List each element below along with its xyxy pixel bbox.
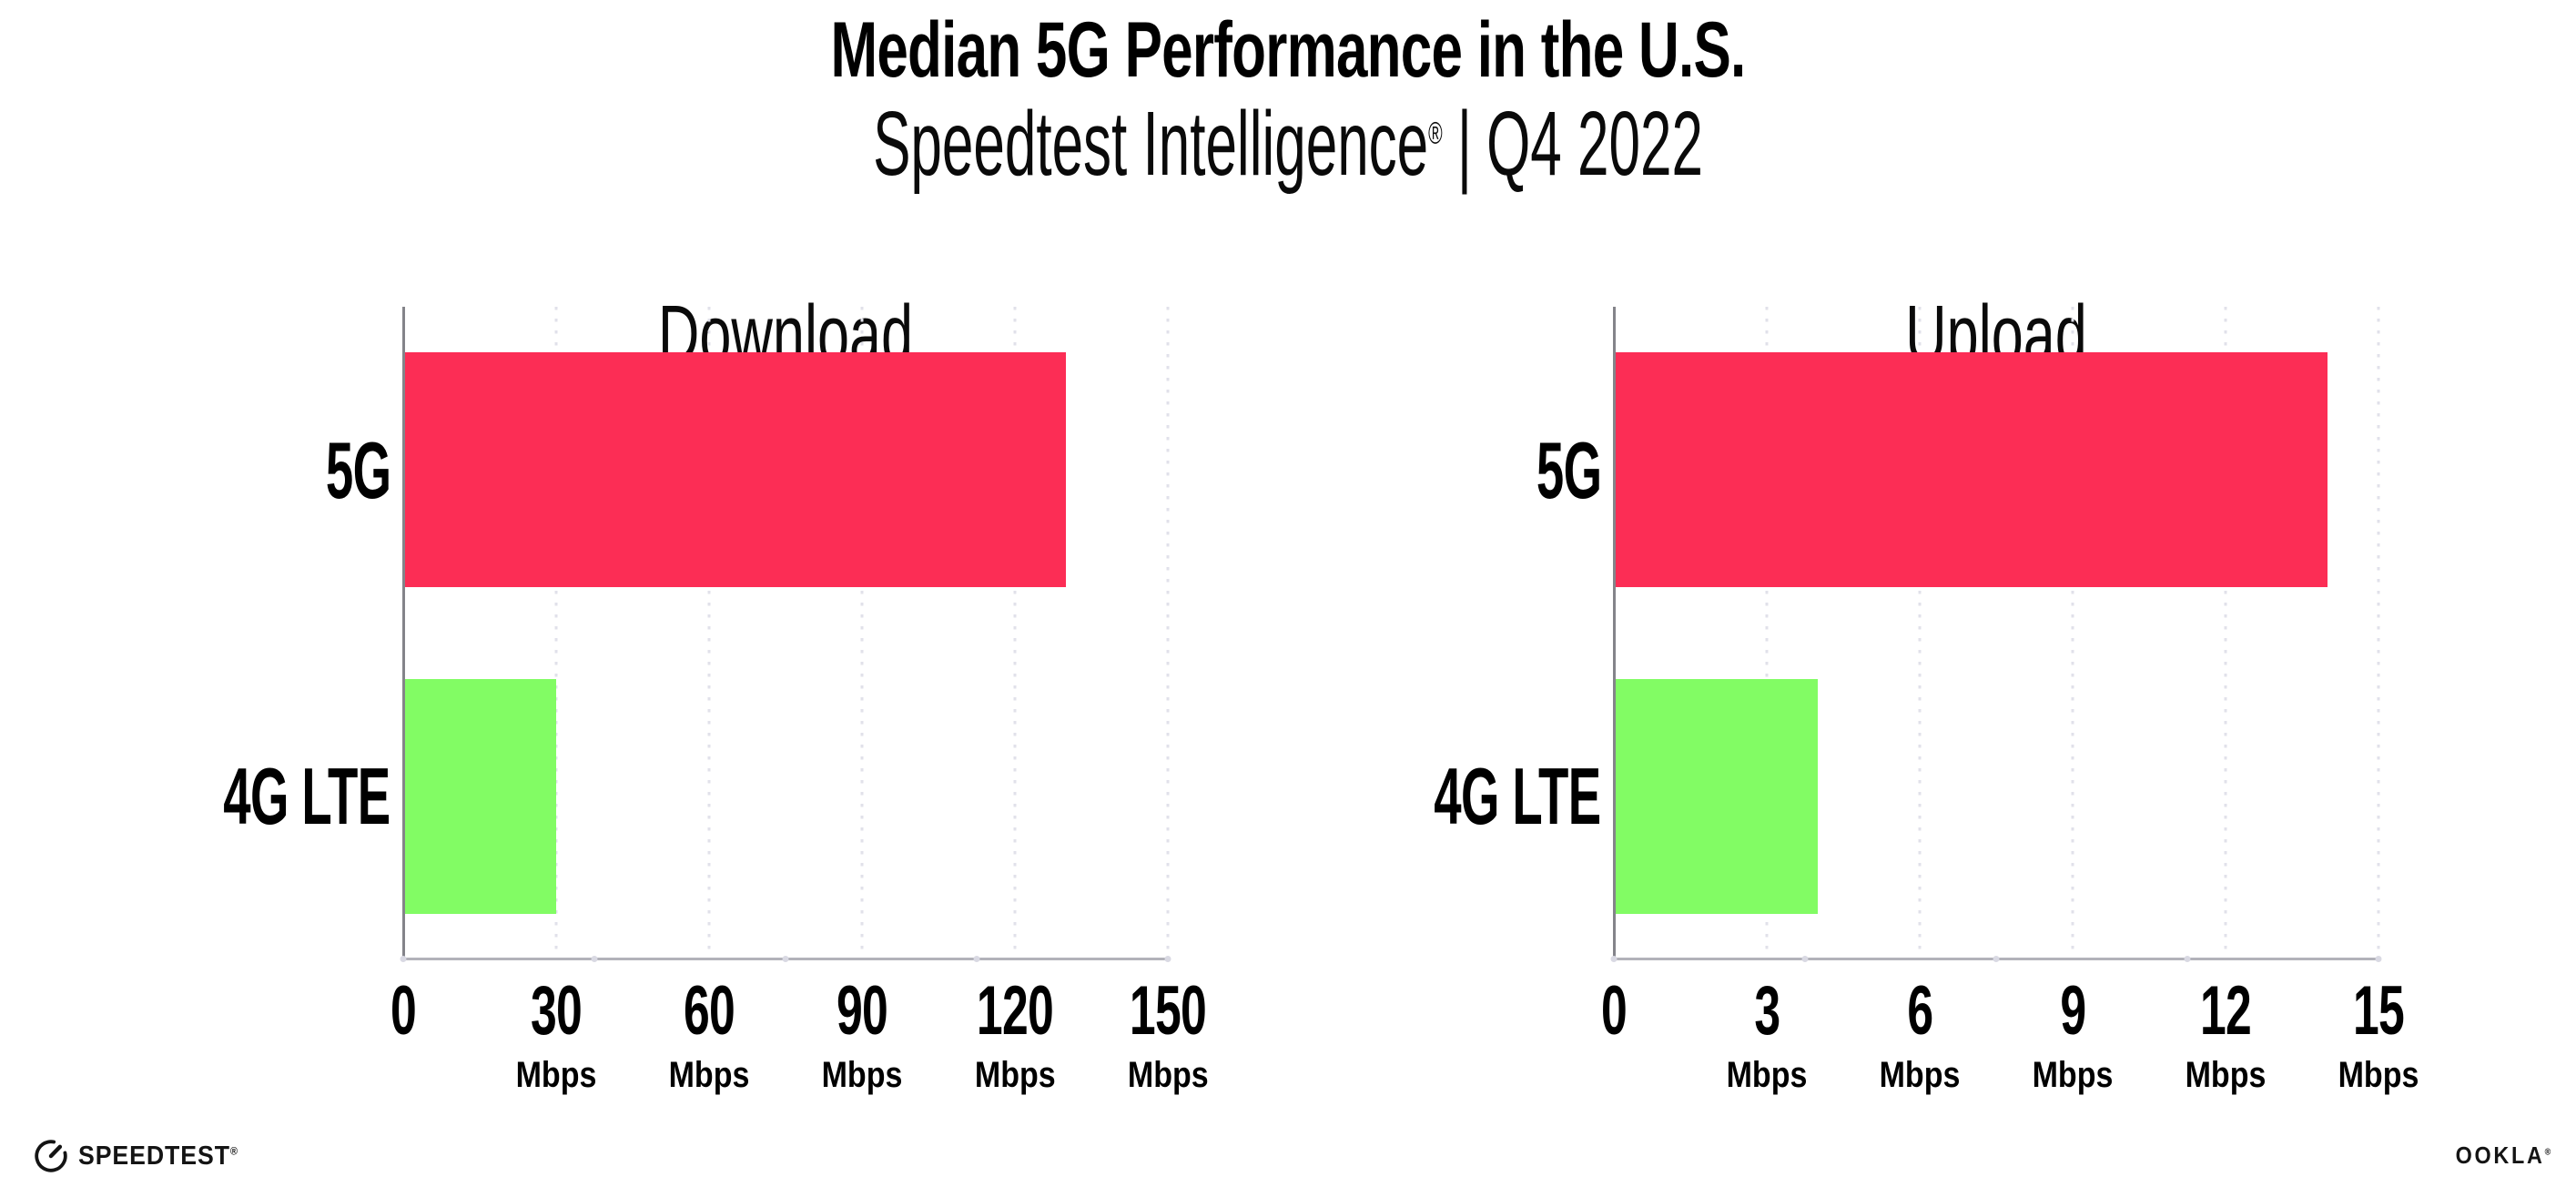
x-tick-value: 0 (390, 972, 417, 1050)
download-chart-panel: Download 5G 4G LTE 0 30 Mbps 60 Mbps 90 Mbps 120… (223, 118, 1209, 1120)
x-tick: 30 Mbps (509, 972, 603, 1095)
upload-chart-panel: Upload 5G 4G LTE 0 3 Mbps 6 Mbps 9 Mbps 12 Mbps 15… (1434, 118, 2419, 1120)
bar-4g-lte (403, 678, 556, 914)
bar-4g-lte (1614, 678, 1818, 914)
x-tick-unit: Mbps (2032, 1055, 2114, 1095)
x-tick: 0 (384, 977, 421, 1046)
x-tick: 6 Mbps (1872, 972, 1967, 1095)
x-tick-value: 9 (2059, 972, 2086, 1050)
axis-minor-tick (1993, 956, 2000, 962)
axis-minor-tick (591, 956, 598, 962)
bar-5g (1614, 352, 2328, 587)
upload-plot-area (1610, 307, 2382, 962)
axis-minor-tick (2375, 956, 2382, 962)
registered-trademark-symbol: ® (1428, 116, 1443, 151)
axis-minor-tick (1164, 956, 1171, 962)
x-tick-value: 12 (2199, 972, 2252, 1050)
x-tick: 120 Mbps (958, 972, 1071, 1095)
gridline (860, 307, 864, 959)
x-tick-value: 150 (1129, 972, 1207, 1050)
ookla-logo-text: OOKLA® (2455, 1141, 2551, 1169)
gridlines (1614, 307, 2380, 959)
x-tick-value: 0 (1600, 972, 1628, 1050)
x-axis-tick-labels: 0 3 Mbps 6 Mbps 9 Mbps 12 Mbps 15 Mbps (1601, 972, 2419, 1113)
speedtest-gauge-icon (35, 1140, 67, 1172)
x-tick: 9 Mbps (2025, 972, 2120, 1095)
registered-trademark-symbol: ® (229, 1143, 238, 1157)
x-tick-value: 60 (683, 972, 735, 1050)
gridline (2224, 307, 2227, 959)
x-tick-unit: Mbps (1726, 1055, 1808, 1095)
bars (403, 307, 1168, 959)
bars (1614, 307, 2378, 959)
registered-trademark-symbol: ® (2544, 1147, 2551, 1158)
x-tick: 15 Mbps (2331, 972, 2426, 1095)
axis-minor-tick (1801, 956, 1809, 962)
x-tick-unit: Mbps (1879, 1055, 1961, 1095)
x-tick-unit: Mbps (2185, 1055, 2267, 1095)
x-tick-unit: Mbps (515, 1055, 597, 1095)
gridline (707, 307, 711, 959)
gridline (1166, 307, 1170, 959)
ookla-logo: OOKLA® (2445, 1143, 2551, 1167)
bar-5g (403, 352, 1066, 587)
page-title: Median 5G Performance in the U.S. (830, 6, 1746, 94)
axis-minor-tick (2184, 956, 2191, 962)
y-axis-labels: 5G 4G LTE (223, 307, 391, 959)
x-tick-value: 3 (1753, 972, 1780, 1050)
category-label: 4G LTE (1434, 751, 1602, 842)
x-tick-unit: Mbps (974, 1055, 1056, 1095)
x-tick: 0 (1595, 977, 1632, 1046)
x-tick: 3 Mbps (1719, 972, 1814, 1095)
x-tick-value: 30 (530, 972, 583, 1050)
y-axis-labels: 5G 4G LTE (1434, 307, 1602, 959)
x-tick-value: 15 (2352, 972, 2405, 1050)
x-axis-tick-labels: 0 30 Mbps 60 Mbps 90 Mbps 120 Mbps 150 Mbps (390, 972, 1208, 1113)
category-label: 4G LTE (223, 751, 391, 842)
gridline (1765, 307, 1769, 959)
subtitle-period: Q4 2022 (1486, 93, 1703, 195)
x-tick-unit: Mbps (821, 1055, 903, 1095)
x-tick: 150 Mbps (1111, 972, 1224, 1095)
x-tick-value: 120 (976, 972, 1054, 1050)
subtitle-product: Speedtest Intelligence (873, 93, 1429, 195)
axis-minor-tick (1610, 956, 1618, 962)
category-label: 5G (1536, 424, 1601, 515)
axis-minor-ticks (1610, 307, 2382, 962)
subtitle-separator: | (1456, 93, 1472, 195)
x-tick-value: 6 (1906, 972, 1933, 1050)
x-tick-unit: Mbps (1127, 1055, 1209, 1095)
gridline (1013, 307, 1017, 959)
category-label: 5G (325, 424, 390, 515)
x-tick: 90 Mbps (815, 972, 909, 1095)
y-axis-line (402, 307, 405, 959)
gridlines (403, 307, 1170, 959)
download-plot-area (400, 307, 1171, 962)
axis-minor-tick (782, 956, 789, 962)
speedtest-logo-text: SPEEDTEST® (78, 1141, 238, 1171)
gridline (2071, 307, 2074, 959)
speedtest-logo: SPEEDTEST® (33, 1138, 252, 1174)
axis-minor-ticks (400, 307, 1171, 962)
x-tick-unit: Mbps (668, 1055, 750, 1095)
page-subtitle: Speedtest Intelligence® | Q4 2022 (490, 96, 2087, 192)
x-tick: 60 Mbps (662, 972, 756, 1095)
y-axis-line (1613, 307, 1616, 959)
x-tick-unit: Mbps (2338, 1055, 2419, 1095)
axis-minor-tick (400, 956, 407, 962)
x-tick: 12 Mbps (2178, 972, 2273, 1095)
axis-minor-tick (973, 956, 980, 962)
x-tick-value: 90 (836, 972, 888, 1050)
gridline (2377, 307, 2380, 959)
gridline (554, 307, 558, 959)
gridline (1918, 307, 1922, 959)
